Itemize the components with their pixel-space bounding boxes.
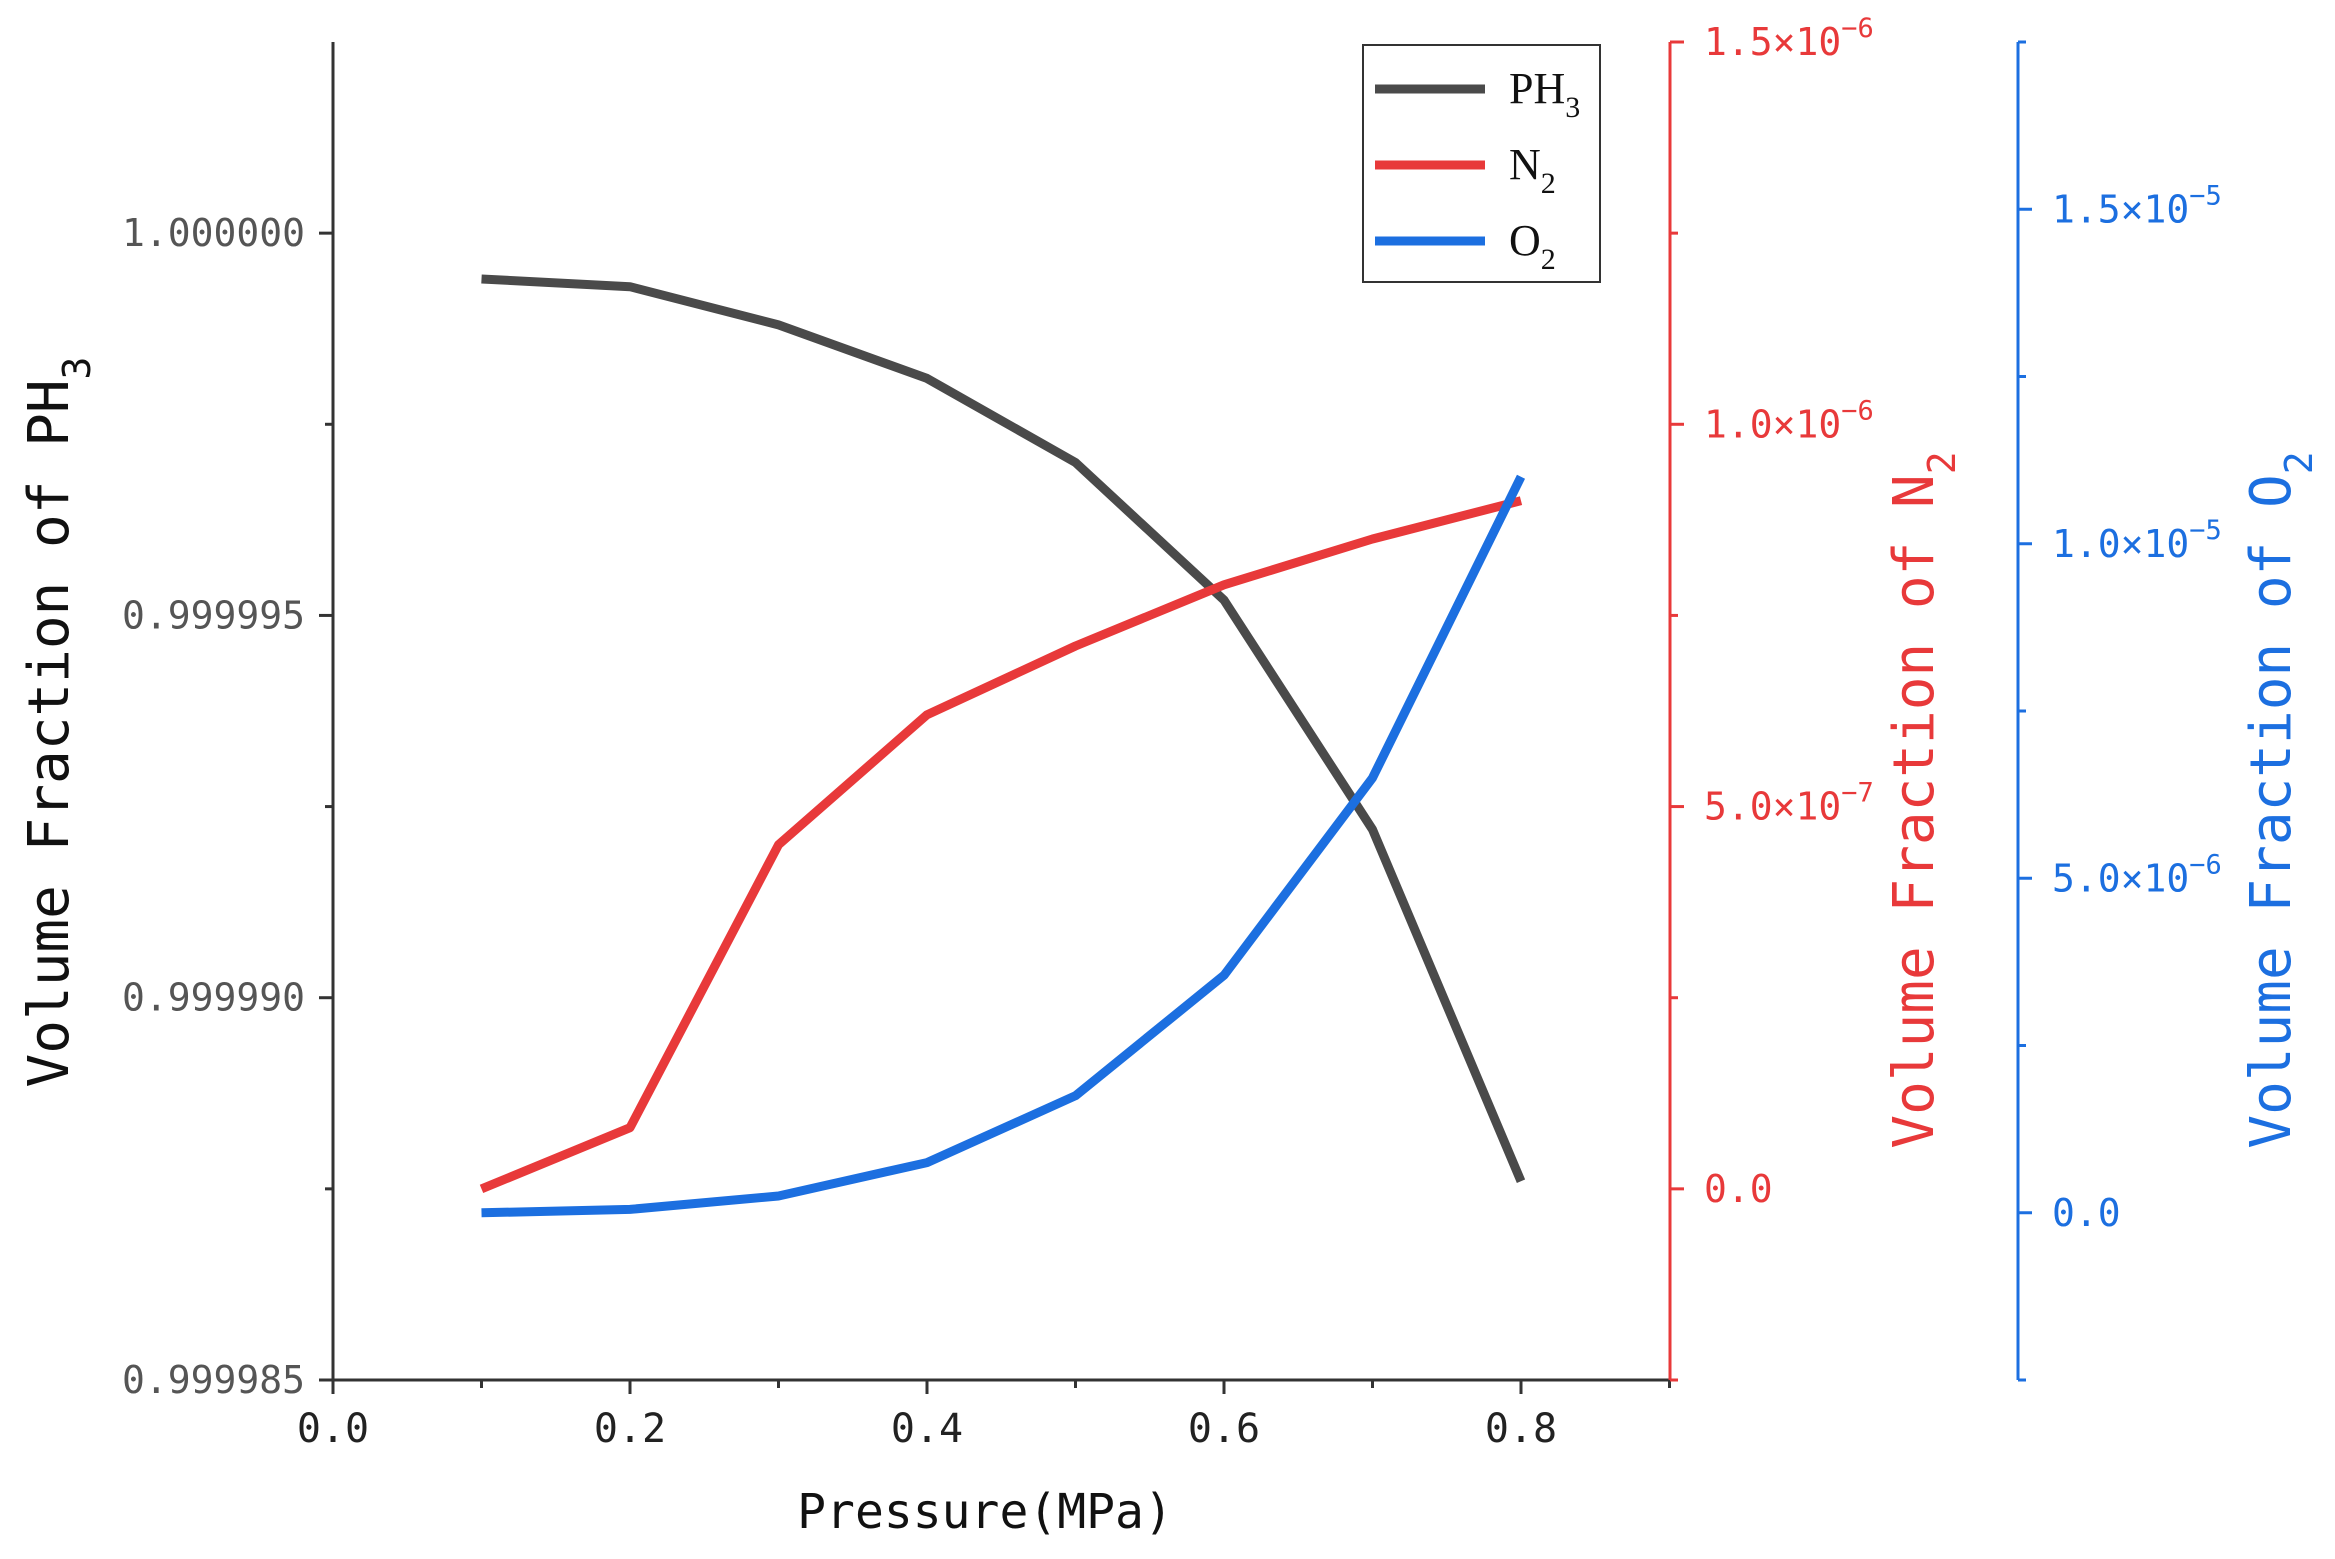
right-y2-tick-label: 1.0×10−5 [2052,515,2222,566]
left-y-axis-title: Volume Fraction of PH3 [17,357,99,1088]
right-y2-axis-title-text: Volume Fraction of O2 [2239,451,2321,1148]
right-y1-tick-label: 1.5×10−6 [1704,13,1874,64]
x-axis-title: Pressure(MPa) [797,1484,1173,1540]
right-y1-tick-label: 1.0×10−6 [1704,395,1874,446]
plot-series [479,274,1526,1218]
x-tick-label: 0.8 [1485,1406,1557,1452]
right-y2-axis-title: Volume Fraction of O2 [2239,451,2321,1148]
right-y2-tick-label: 5.0×10−6 [2052,849,2222,900]
series-line-n2 [479,496,1523,1194]
left-y-tick-label: 0.999995 [122,593,305,637]
left-y-tick-label: 0.999990 [122,976,305,1020]
axes: 0.0 0.2 0.4 0.6 0.8 Pressure(MPa) 1.000000 0.99… [17,13,2321,1540]
right-y2-tick-label: 0.0 [2052,1191,2121,1235]
left-y-axis-title-text: Volume Fraction of PH3 [17,357,99,1088]
right-y2-tick-label: 1.5×10−5 [2052,180,2222,231]
x-tick-label: 0.0 [297,1406,369,1452]
right-y1-tick-label: 0.0 [1704,1167,1773,1211]
right-y1-axis-title: Volume Fraction of N2 [1882,451,1964,1148]
left-y-tick-label: 1.000000 [122,211,305,255]
right-y1-axis-title-text: Volume Fraction of N2 [1882,451,1964,1148]
x-tick-label: 0.6 [1188,1406,1260,1452]
series-line-o2 [481,474,1526,1218]
right-y1-tick-label: 5.0×10−7 [1704,778,1874,829]
x-tick-label: 0.2 [594,1406,666,1452]
x-tick-label: 0.4 [891,1406,963,1452]
series-line-ph3 [481,274,1526,1183]
left-y-tick-label: 0.999985 [122,1358,305,1402]
